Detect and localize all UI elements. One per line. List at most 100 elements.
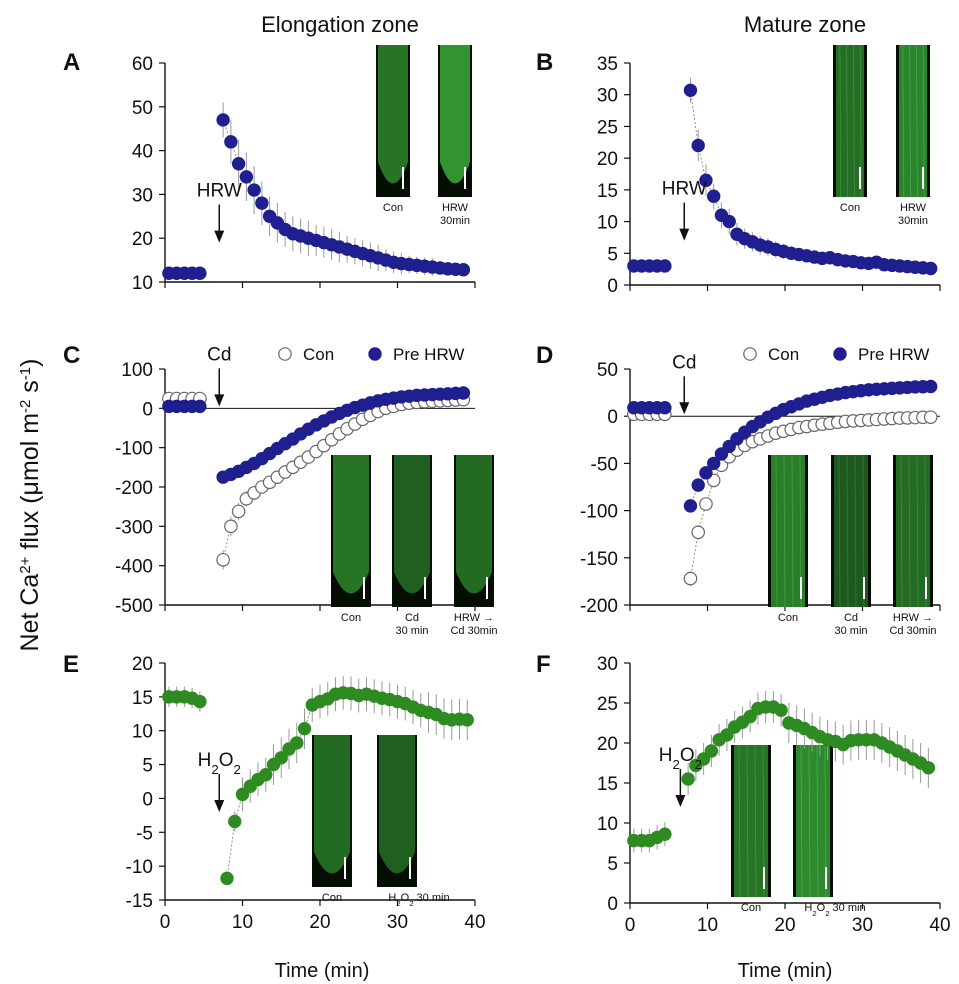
cell-file-line <box>783 454 786 608</box>
micrograph-caption: HRW <box>442 202 469 214</box>
y-tick-label: -150 <box>580 549 618 570</box>
header-left-title: Elongation zone <box>261 12 419 37</box>
micrograph-caption: H2O2 30 min <box>388 892 449 908</box>
data-point <box>681 772 695 786</box>
series-main <box>627 77 938 276</box>
data-point <box>699 466 713 480</box>
header-right-title: Mature zone <box>744 12 866 37</box>
arrow-head <box>214 394 225 407</box>
legend-marker-filled <box>368 347 382 361</box>
y-axis-label-sup1: 2+ <box>17 556 34 573</box>
data-point <box>743 709 757 724</box>
text-part: O <box>219 750 234 771</box>
panel-letter-e: E <box>63 651 79 678</box>
series-main <box>162 675 474 886</box>
micrograph-inset: Con <box>833 44 867 214</box>
data-point <box>707 189 721 203</box>
micrograph-inset: Con <box>331 455 371 624</box>
data-point <box>193 266 207 280</box>
y-tick-label: -200 <box>580 596 618 617</box>
micrograph-inset: HRW →Cd 30min <box>450 455 498 637</box>
legend-marker-open <box>278 347 292 361</box>
data-point <box>193 399 207 414</box>
data-point <box>297 721 312 736</box>
data-point <box>460 713 474 727</box>
root-section-shape <box>771 455 805 607</box>
text-part: min <box>429 892 450 904</box>
y-tick-label: 50 <box>597 360 618 381</box>
micrograph-inset: Con <box>312 735 352 904</box>
text-part: 2 <box>211 761 218 776</box>
micrograph-inset: HRW →Cd 30min <box>889 454 937 637</box>
text-part: 2 <box>695 757 702 772</box>
micrograph-inset: Con <box>731 744 771 914</box>
arrow-head <box>675 795 686 807</box>
y-tick-label: 50 <box>132 98 153 119</box>
y-tick-label: -100 <box>580 502 618 523</box>
text-part: 2 <box>812 909 816 918</box>
text-part: O <box>401 892 410 904</box>
y-tick-label: -10 <box>126 857 153 878</box>
text-part: H <box>659 745 673 766</box>
y-tick-label: 20 <box>597 734 618 755</box>
micrograph-caption: HRW → <box>454 612 494 624</box>
y-tick-label: -5 <box>136 823 153 844</box>
text-part: min <box>845 902 866 914</box>
cell-file-line <box>854 454 857 608</box>
arrow-label: HRW <box>662 179 707 200</box>
cell-file-line <box>922 44 925 198</box>
x-tick-label: 30 <box>852 915 873 936</box>
series-connector <box>690 90 931 269</box>
micrograph-caption: Cd 30min <box>889 625 936 637</box>
cell-file-line <box>775 454 778 608</box>
x-tick-label: 20 <box>774 915 795 936</box>
cell-file-line <box>791 454 794 608</box>
data-point <box>247 183 261 197</box>
cell-file-line <box>839 44 842 198</box>
y-axis-label-prefix: Net Ca <box>16 574 44 652</box>
cell-file-line <box>816 744 819 898</box>
x-tick-label: 0 <box>625 915 636 936</box>
data-point <box>456 263 471 277</box>
cell-file-line <box>909 44 911 198</box>
y-axis-label: Net Ca2+ flux (μmol m-2 s-1) <box>16 359 44 652</box>
data-point <box>255 196 269 210</box>
y-tick-label: 20 <box>597 149 618 170</box>
data-point <box>921 761 936 775</box>
data-point <box>691 138 705 153</box>
micrograph-caption: Cd <box>844 612 858 624</box>
treatment-arrow: HRW <box>662 179 707 241</box>
micrograph-caption: H2O2 30 min <box>804 902 865 918</box>
arrow-head <box>214 230 225 243</box>
cell-file-line <box>738 744 741 898</box>
treatment-arrow: H2O2 <box>659 745 702 807</box>
data-point <box>720 728 734 742</box>
data-point <box>774 703 788 717</box>
text-part: 30 <box>417 892 429 904</box>
y-tick-label: 60 <box>132 54 153 75</box>
y-tick-label: 35 <box>597 54 618 75</box>
micrograph-caption: 30min <box>440 215 470 227</box>
data-point <box>231 504 246 519</box>
y-tick-label: -50 <box>591 454 618 475</box>
data-point <box>691 478 705 492</box>
y-tick-label: 0 <box>142 399 153 420</box>
data-point <box>235 787 250 802</box>
cell-file-line <box>846 454 849 608</box>
arrow-head <box>679 228 690 241</box>
y-tick-label: 25 <box>597 694 618 715</box>
y-tick-label: -15 <box>126 891 153 912</box>
series-pre-hrw <box>627 379 938 513</box>
micrograph-caption: 30 min <box>834 625 867 637</box>
y-tick-label: 10 <box>597 213 618 234</box>
treatment-arrow: HRW <box>197 181 242 243</box>
panel-letter-f: F <box>536 651 551 678</box>
data-point <box>707 456 721 471</box>
text-part: O <box>817 902 826 914</box>
micrograph-caption: 30min <box>898 215 928 227</box>
